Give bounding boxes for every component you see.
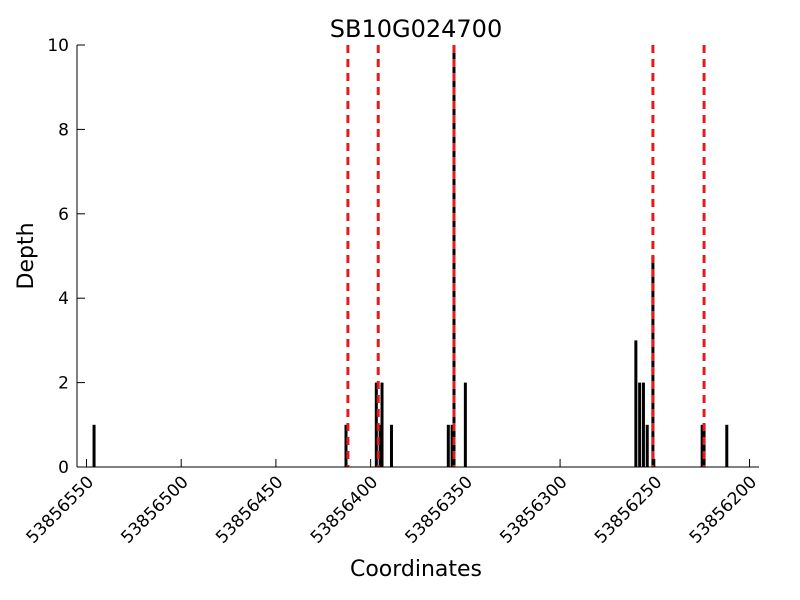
- y-tick-label-3: 6: [58, 205, 69, 225]
- reference-lines-group: [346, 45, 706, 467]
- x-tick-label-4: 53856350: [402, 472, 477, 547]
- bar-17: [725, 424, 729, 467]
- y-tick-label-4: 8: [58, 120, 69, 140]
- y-ticks-group: 0 2 4 6 8 10: [47, 36, 85, 478]
- bar-5: [389, 424, 393, 467]
- bar-0: [92, 424, 96, 467]
- x-tick-label-7: 53856200: [686, 472, 761, 547]
- x-tick-label-1: 53856500: [117, 472, 192, 547]
- x-tick-label-3: 53856400: [307, 472, 382, 547]
- bar-16: [702, 424, 706, 467]
- x-tick-label-0: 53856550: [23, 472, 98, 547]
- bar-12: [641, 382, 645, 467]
- bar-7: [450, 424, 454, 467]
- bar-13: [645, 424, 649, 467]
- y-tick-label-0: 0: [58, 458, 69, 478]
- bar-6: [446, 424, 450, 467]
- bar-1: [344, 424, 348, 467]
- bar-2: [374, 382, 378, 467]
- y-tick-label-1: 2: [58, 374, 69, 394]
- y-tick-label-5: 10: [47, 36, 69, 56]
- y-tick-label-2: 4: [58, 289, 69, 309]
- x-tick-label-5: 53856300: [496, 472, 571, 547]
- bar-3: [378, 424, 382, 467]
- x-axis-label: Coordinates: [350, 557, 482, 582]
- x-ticks-group: 53856550 53856500 53856450 53856400 53856350…: [23, 459, 761, 548]
- bar-15: [700, 424, 704, 467]
- bar-11: [638, 382, 642, 467]
- bar-4: [380, 382, 384, 467]
- x-tick-label-2: 53856450: [212, 472, 287, 547]
- bar-9: [463, 382, 467, 467]
- bar-14: [651, 256, 655, 467]
- bar-10: [634, 340, 638, 467]
- x-tick-label-6: 53856250: [591, 472, 666, 547]
- chart-title: SB10G024700: [330, 15, 502, 43]
- bars-group: [92, 45, 729, 467]
- y-axis-label: Depth: [14, 222, 39, 289]
